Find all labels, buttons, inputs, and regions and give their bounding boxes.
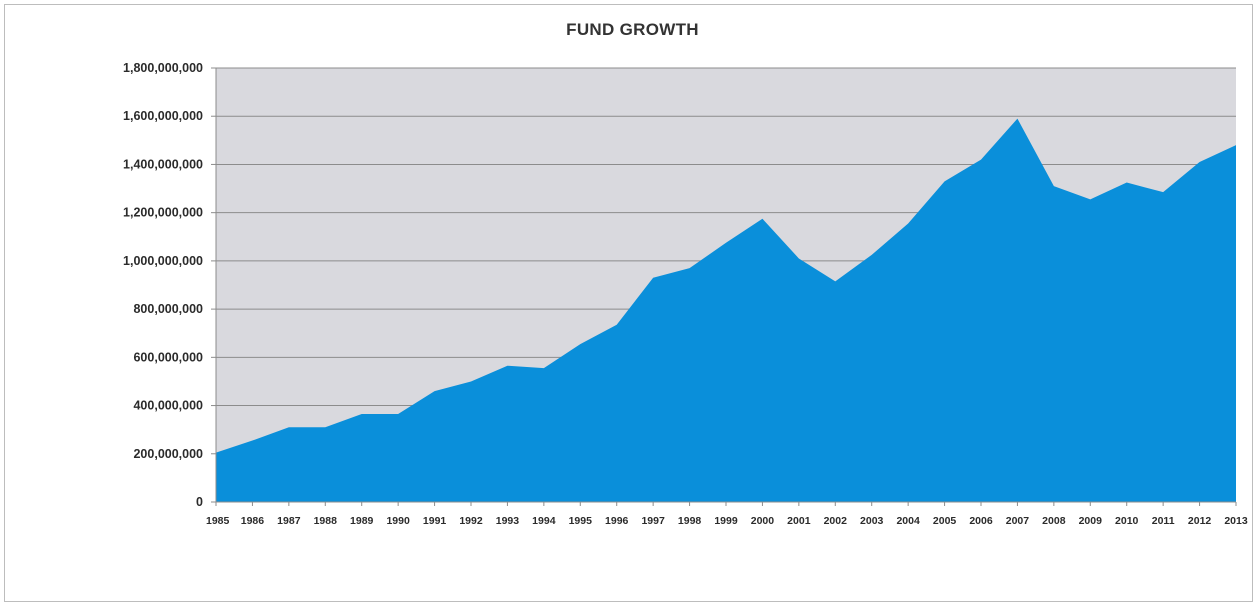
x-tick-label: 2008 bbox=[1042, 515, 1066, 527]
x-tick-label: 2013 bbox=[1224, 515, 1248, 527]
x-tick-label: 1996 bbox=[605, 515, 629, 527]
x-tick-label: 1988 bbox=[314, 515, 338, 527]
x-tick-label: 1997 bbox=[641, 515, 665, 527]
x-tick-label: 2009 bbox=[1079, 515, 1103, 527]
x-tick-label: 1999 bbox=[714, 515, 738, 527]
x-tick-label: 2003 bbox=[860, 515, 884, 527]
x-tick-label: 1991 bbox=[423, 515, 447, 527]
x-tick-label: 1990 bbox=[386, 515, 410, 527]
fund-value-area bbox=[216, 118, 1236, 502]
x-tick-label: 2011 bbox=[1152, 515, 1175, 527]
chart-title: FUND GROWTH bbox=[566, 20, 699, 39]
x-tick-label: 1987 bbox=[277, 515, 301, 527]
y-tick-label: 1,000,000,000 bbox=[123, 254, 203, 268]
y-tick-label: 400,000,000 bbox=[133, 399, 203, 413]
x-tick-label: 1993 bbox=[496, 515, 520, 527]
y-tick-label: 1,600,000,000 bbox=[123, 109, 203, 123]
x-tick-label: 2010 bbox=[1115, 515, 1139, 527]
x-tick-label: 2000 bbox=[751, 515, 775, 527]
x-tick-label: 2006 bbox=[969, 515, 993, 527]
y-tick-label: 800,000,000 bbox=[133, 302, 203, 316]
y-tick-label: 600,000,000 bbox=[133, 350, 203, 364]
x-tick-label: 1998 bbox=[678, 515, 702, 527]
x-tick-label: 1989 bbox=[350, 515, 374, 527]
y-tick-label: 1,400,000,000 bbox=[123, 157, 203, 171]
y-axis-ticks: 0 200,000,000 400,000,000 600,000,000 800,00… bbox=[123, 61, 216, 509]
y-tick-label: 0 bbox=[196, 495, 203, 509]
x-tick-label: 1992 bbox=[459, 515, 483, 527]
x-tick-label: 2012 bbox=[1188, 515, 1212, 527]
x-tick-label: 1995 bbox=[569, 515, 593, 527]
x-tick-label: 2004 bbox=[896, 515, 920, 527]
x-tick-label: 1986 bbox=[241, 515, 265, 527]
x-tick-label: 1994 bbox=[532, 515, 556, 527]
x-tick-label: 2002 bbox=[824, 515, 848, 527]
x-tick-label: 2001 bbox=[787, 515, 811, 527]
x-tick-label: 2007 bbox=[1006, 515, 1030, 527]
y-tick-label: 1,200,000,000 bbox=[123, 206, 203, 220]
x-tick-label: 2005 bbox=[933, 515, 957, 527]
y-tick-label: 1,800,000,000 bbox=[123, 61, 203, 75]
x-axis-ticks: 1985 1986 1987 1988 1989 1990 1991 1992 1993 1994… bbox=[206, 502, 1248, 527]
y-tick-label: 200,000,000 bbox=[133, 447, 203, 461]
x-tick-label: 1985 bbox=[206, 515, 230, 527]
